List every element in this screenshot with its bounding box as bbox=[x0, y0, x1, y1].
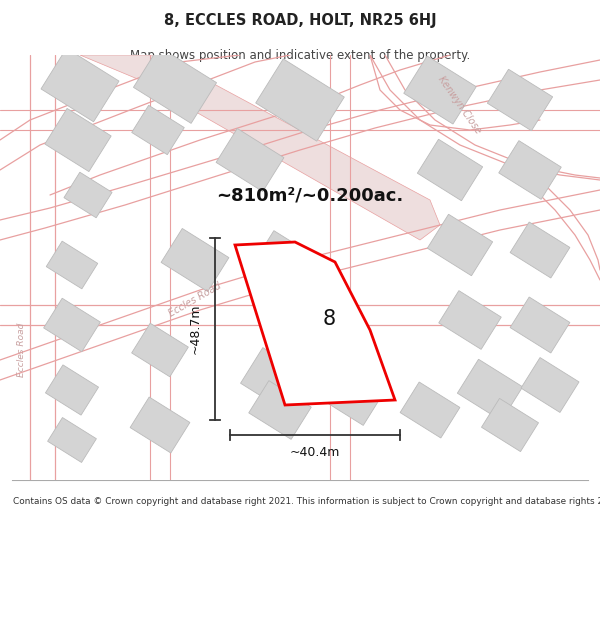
Polygon shape bbox=[46, 241, 98, 289]
Polygon shape bbox=[132, 105, 184, 155]
Polygon shape bbox=[481, 398, 539, 452]
Text: ~40.4m: ~40.4m bbox=[290, 446, 340, 459]
Polygon shape bbox=[499, 141, 561, 199]
Polygon shape bbox=[44, 298, 100, 352]
Polygon shape bbox=[254, 231, 316, 289]
Polygon shape bbox=[133, 47, 217, 123]
Polygon shape bbox=[131, 323, 188, 377]
Polygon shape bbox=[510, 297, 570, 353]
Text: ~48.7m: ~48.7m bbox=[188, 304, 202, 354]
Polygon shape bbox=[46, 365, 98, 415]
Text: Map shows position and indicative extent of the property.: Map shows position and indicative extent… bbox=[130, 49, 470, 62]
Polygon shape bbox=[487, 69, 553, 131]
Text: Eccles Road: Eccles Road bbox=[167, 281, 223, 319]
Polygon shape bbox=[216, 129, 284, 191]
Polygon shape bbox=[457, 359, 523, 421]
Polygon shape bbox=[427, 214, 493, 276]
Polygon shape bbox=[313, 354, 388, 426]
Text: Kenwyn Close: Kenwyn Close bbox=[436, 74, 484, 136]
Polygon shape bbox=[41, 48, 119, 122]
Text: 8, ECCLES ROAD, HOLT, NR25 6HJ: 8, ECCLES ROAD, HOLT, NR25 6HJ bbox=[164, 13, 436, 28]
Polygon shape bbox=[249, 381, 311, 439]
Polygon shape bbox=[521, 357, 579, 412]
Polygon shape bbox=[418, 139, 482, 201]
Text: Eccles Road: Eccles Road bbox=[17, 322, 26, 377]
Polygon shape bbox=[241, 348, 310, 413]
Polygon shape bbox=[510, 222, 570, 278]
Polygon shape bbox=[235, 242, 395, 405]
Polygon shape bbox=[47, 418, 97, 462]
Polygon shape bbox=[130, 397, 190, 453]
Text: ~810m²/~0.200ac.: ~810m²/~0.200ac. bbox=[217, 186, 404, 204]
Polygon shape bbox=[439, 291, 501, 349]
Polygon shape bbox=[256, 59, 344, 141]
Polygon shape bbox=[400, 382, 460, 438]
Polygon shape bbox=[64, 173, 112, 218]
Polygon shape bbox=[80, 55, 440, 240]
Polygon shape bbox=[161, 229, 229, 291]
Polygon shape bbox=[404, 56, 476, 124]
Text: Contains OS data © Crown copyright and database right 2021. This information is : Contains OS data © Crown copyright and d… bbox=[13, 498, 600, 506]
Polygon shape bbox=[45, 108, 111, 172]
Text: 8: 8 bbox=[323, 309, 336, 329]
